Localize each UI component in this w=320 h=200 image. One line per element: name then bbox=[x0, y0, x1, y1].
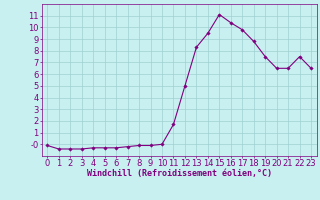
X-axis label: Windchill (Refroidissement éolien,°C): Windchill (Refroidissement éolien,°C) bbox=[87, 169, 272, 178]
